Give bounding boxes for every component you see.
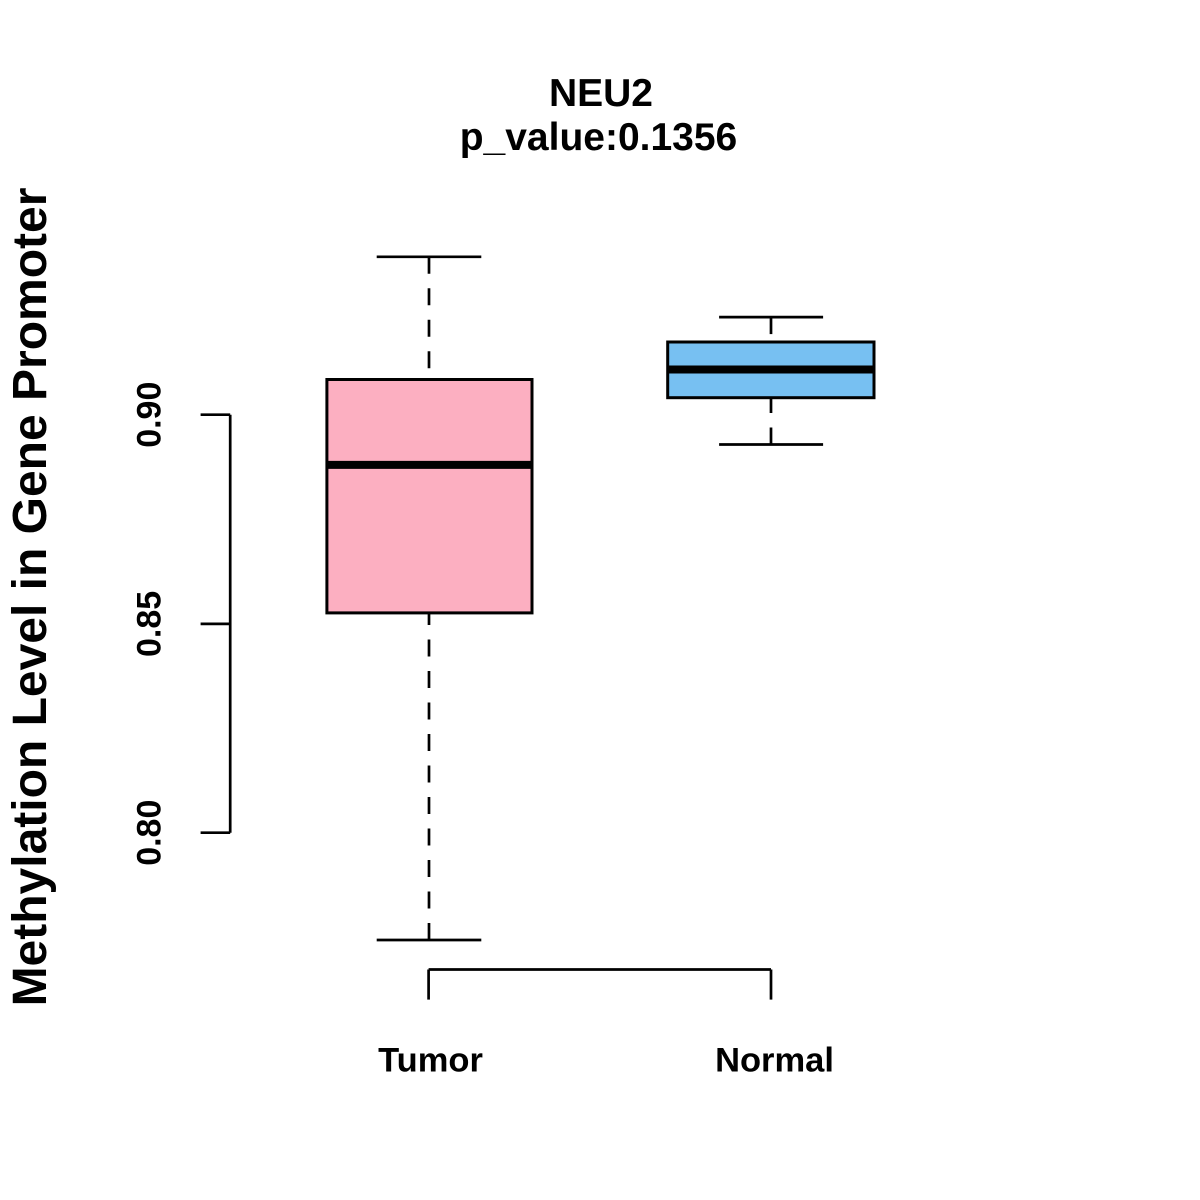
svg-text:Tumor: Tumor: [378, 1042, 483, 1080]
svg-text:0.85: 0.85: [130, 591, 168, 657]
svg-text:Methylation Level in Gene Prom: Methylation Level in Gene Promoter: [4, 188, 57, 1007]
svg-text:Normal: Normal: [715, 1042, 834, 1080]
svg-text:p_value:0.1356: p_value:0.1356: [460, 116, 738, 159]
svg-text:NEU2: NEU2: [549, 72, 653, 115]
svg-text:0.90: 0.90: [130, 382, 168, 448]
svg-text:0.80: 0.80: [130, 800, 168, 866]
